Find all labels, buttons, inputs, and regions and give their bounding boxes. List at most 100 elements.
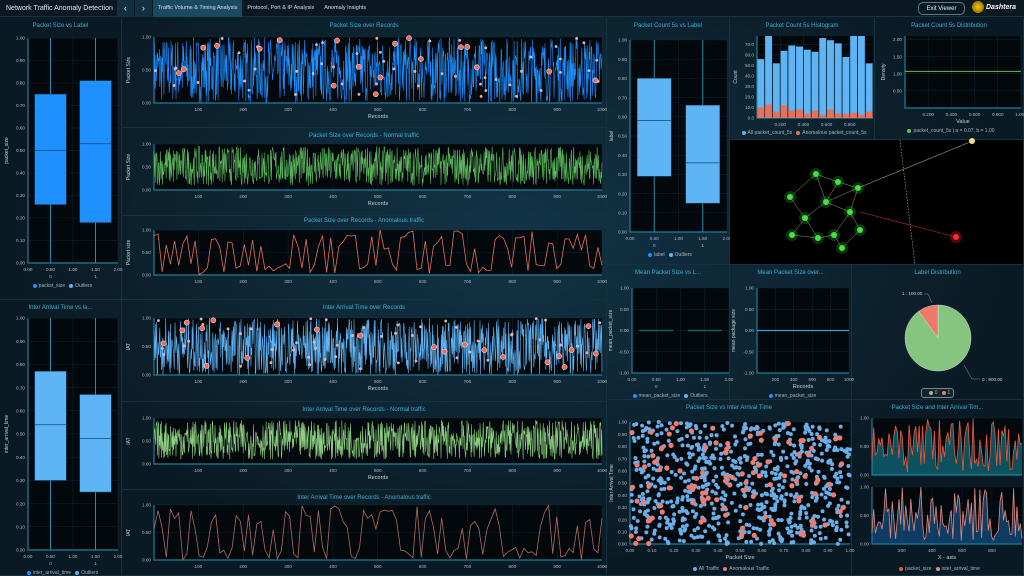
y-tick-label: 0.00	[860, 473, 869, 478]
anomaly-point	[324, 318, 328, 322]
x-tick-label: 800	[508, 379, 516, 384]
scatter-point	[750, 481, 755, 486]
x-tick-label: 200	[239, 379, 247, 384]
graph-node[interactable]	[855, 185, 861, 191]
anomaly-point	[176, 70, 182, 76]
scatter-point-anomalous	[837, 508, 843, 515]
chevron-right-icon: ›	[141, 3, 145, 13]
scatter-point-anomalous	[700, 496, 706, 502]
anomaly-point	[508, 83, 512, 87]
scatter-point	[696, 485, 701, 490]
exit-viewer-button[interactable]: Exit Viewer	[918, 2, 965, 15]
scatter-point	[693, 423, 698, 428]
scatter-point-anomalous	[727, 482, 733, 488]
legend-swatch	[928, 390, 933, 395]
graph-node[interactable]	[847, 209, 853, 215]
y-tick-label: 0.00	[142, 558, 151, 563]
tab-protocol-port-ip[interactable]: Protocol, Port & IP Analysis	[247, 5, 315, 11]
graph-node[interactable]	[815, 235, 821, 241]
x-tick-label: 400	[329, 279, 337, 284]
scatter-point	[736, 483, 741, 488]
x-tick-label: 1000	[597, 279, 608, 284]
scatter-point	[793, 523, 798, 528]
graph-edge	[825, 201, 851, 213]
scatter-point-anomalous	[833, 436, 839, 442]
scatter-point	[847, 447, 852, 452]
scatter-point	[652, 441, 657, 446]
scatter-point-anomalous	[831, 492, 837, 498]
scatter-point-anomalous	[633, 540, 639, 547]
x-tick-label: 0.00	[24, 267, 33, 272]
y-tick-label: 1.00	[620, 286, 629, 291]
bar-anomalous	[796, 109, 803, 118]
anomaly-point	[199, 317, 203, 321]
graph-node[interactable]	[857, 227, 863, 233]
x-tick-label: 800	[508, 194, 516, 199]
scatter-point	[641, 445, 646, 450]
tab-anomaly-insights[interactable]: Anomaly Insights	[324, 5, 367, 11]
logo-text: Dashtera	[986, 3, 1016, 11]
y-tick-label: 0.80	[16, 362, 25, 367]
anomaly-point	[461, 341, 468, 348]
anomaly-point	[307, 355, 310, 359]
y-tick-label: 0.10	[618, 211, 627, 216]
x-tick-label: 800	[988, 548, 996, 553]
tab-traffic-volume[interactable]: Traffic Volume & Timing Analysis	[152, 0, 243, 17]
x-tick-label: 600	[419, 279, 427, 284]
graph-node[interactable]	[823, 199, 829, 205]
scatter-point	[666, 438, 671, 443]
scatter-point	[776, 518, 781, 523]
graph-node[interactable]	[835, 179, 841, 185]
scatter-point-anomalous	[688, 428, 695, 434]
graph-node[interactable]	[787, 194, 793, 200]
scatter-point-anomalous	[786, 439, 792, 445]
graph-node[interactable]	[802, 215, 808, 221]
y-tick-label: 30.0	[745, 84, 754, 89]
legend-item: Anomalous Traffic	[729, 566, 770, 572]
graph-edge	[825, 181, 839, 203]
chart-title: Packet Size vs Label	[32, 23, 89, 29]
scatter-point	[829, 466, 834, 471]
x-tick-label: 600	[419, 379, 427, 384]
prev-tab-button[interactable]: ‹	[116, 0, 134, 17]
scatter-point	[659, 431, 664, 436]
scatter-point	[723, 493, 728, 498]
scatter-point	[784, 492, 789, 497]
scatter-point	[789, 524, 794, 529]
graph-node[interactable]	[813, 171, 819, 177]
graph-node[interactable]	[969, 138, 975, 144]
anomaly-point	[173, 67, 177, 71]
anomaly-point	[276, 37, 283, 44]
graph-node[interactable]	[789, 232, 795, 238]
scatter-point-anomalous	[782, 473, 788, 479]
graph-node[interactable]	[831, 232, 837, 238]
scatter-point	[687, 455, 692, 460]
scatter-point	[804, 515, 809, 520]
scatter-point	[710, 489, 715, 494]
scatter-point	[659, 480, 664, 485]
y-tick-label: 0.0	[748, 116, 755, 121]
scatter-point	[755, 507, 760, 512]
y-tick-label: 0.00	[142, 373, 151, 378]
scatter-point	[826, 491, 831, 496]
pie-slice-1[interactable]	[918, 304, 939, 339]
chart-svg: 0.00 0.50 1.00 100 200 300 400 500 600 700 800 900 1…	[126, 35, 608, 120]
scatter-point	[714, 474, 719, 479]
anomalous-node[interactable]	[953, 234, 959, 240]
legend-swatch	[684, 393, 689, 398]
graph-node[interactable]	[839, 245, 845, 251]
scatter-point	[632, 422, 637, 427]
scatter-point	[719, 451, 724, 456]
scatter-point	[712, 527, 717, 532]
anomaly-point	[362, 325, 366, 329]
anomaly-point	[187, 339, 191, 343]
scatter-point-anomalous	[751, 532, 757, 538]
graph-edge	[841, 229, 861, 249]
x-tick-label: 1.50	[91, 554, 100, 559]
scatter-point	[785, 430, 790, 435]
scatter-point	[685, 443, 690, 448]
next-tab-button[interactable]: ›	[134, 0, 152, 17]
scatter-point	[695, 442, 700, 447]
x-tick-label: 0.50	[46, 267, 55, 272]
chart-panel-ps-iat: Packet Size and Inter Arrival Tim... 0.00…	[852, 400, 1024, 576]
